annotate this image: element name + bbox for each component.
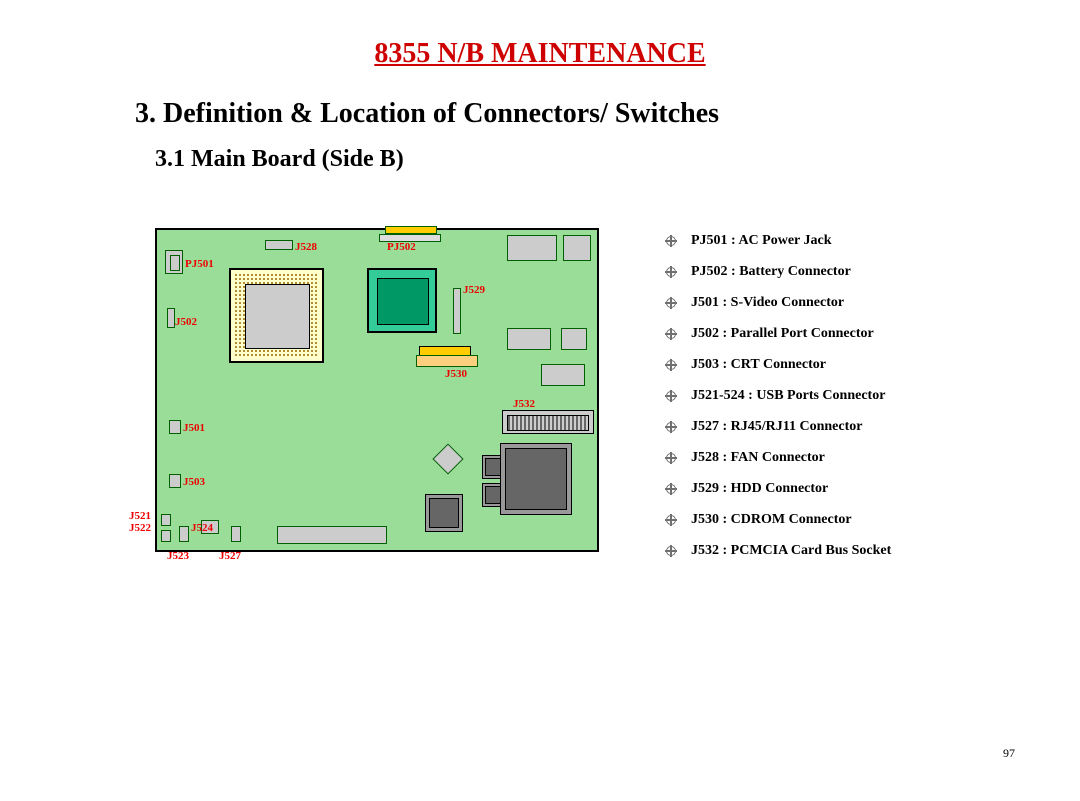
section-heading: 3. Definition & Location of Connectors/ …	[135, 98, 1080, 130]
legend-item: J529 : HDD Connector	[665, 481, 891, 497]
label-j502: J502	[175, 316, 197, 328]
legend-text: PJ501 : AC Power Jack	[691, 233, 832, 249]
component-rect	[277, 526, 387, 544]
chip-small	[485, 458, 503, 476]
legend-item: J502 : Parallel Port Connector	[665, 326, 891, 342]
bullet-icon	[665, 297, 677, 309]
board-diagram: PJ501 J528 PJ502 J529 J530 J532 J502 J50…	[135, 228, 605, 568]
component-rect	[507, 235, 557, 261]
legend-item: J528 : FAN Connector	[665, 450, 891, 466]
label-j529: J529	[463, 284, 485, 296]
main-board	[155, 228, 599, 552]
bullet-icon	[665, 545, 677, 557]
label-j532: J532	[513, 398, 535, 410]
label-j524: J524	[191, 522, 213, 534]
content-row: PJ501 J528 PJ502 J529 J530 J532 J502 J50…	[0, 228, 1080, 574]
bullet-icon	[665, 359, 677, 371]
label-j522: J522	[129, 522, 151, 534]
legend-item: J530 : CDROM Connector	[665, 512, 891, 528]
connector-j529	[453, 288, 461, 334]
label-j527: J527	[219, 550, 241, 562]
cpu-socket	[229, 268, 324, 363]
legend-item: PJ502 : Battery Connector	[665, 264, 891, 280]
legend-text: J502 : Parallel Port Connector	[691, 326, 874, 342]
legend-text: J503 : CRT Connector	[691, 357, 826, 373]
legend-item: PJ501 : AC Power Jack	[665, 233, 891, 249]
connector-j503	[169, 474, 181, 488]
page-title: 8355 N/B MAINTENANCE	[0, 38, 1080, 70]
label-j521: J521	[129, 510, 151, 522]
bullet-icon	[665, 390, 677, 402]
label-j523: J523	[167, 550, 189, 562]
legend-text: J532 : PCMCIA Card Bus Socket	[691, 543, 891, 559]
legend-text: J501 : S-Video Connector	[691, 295, 844, 311]
chip-green	[367, 268, 437, 333]
chip-large	[505, 448, 567, 510]
connector-j502	[167, 308, 175, 328]
label-j501: J501	[183, 422, 205, 434]
connector-pj502	[385, 226, 437, 234]
component-rect	[561, 328, 587, 350]
connector-j521	[161, 514, 171, 526]
bullet-icon	[665, 328, 677, 340]
legend-item: J503 : CRT Connector	[665, 357, 891, 373]
legend-text: J527 : RJ45/RJ11 Connector	[691, 419, 863, 435]
connector-pj501	[165, 250, 183, 274]
legend-item: J527 : RJ45/RJ11 Connector	[665, 419, 891, 435]
chip-mid	[429, 498, 459, 528]
connector-legend: PJ501 : AC Power Jack PJ502 : Battery Co…	[665, 233, 891, 574]
chip-small	[485, 486, 503, 504]
legend-text: PJ502 : Battery Connector	[691, 264, 851, 280]
legend-item: J521-524 : USB Ports Connector	[665, 388, 891, 404]
connector-j532	[502, 410, 594, 434]
label-j530: J530	[445, 368, 467, 380]
legend-item: J501 : S-Video Connector	[665, 295, 891, 311]
legend-text: J529 : HDD Connector	[691, 481, 828, 497]
label-j528: J528	[295, 241, 317, 253]
legend-text: J521-524 : USB Ports Connector	[691, 388, 885, 404]
bullet-icon	[665, 421, 677, 433]
label-pj502: PJ502	[387, 241, 416, 253]
connector-j523	[179, 526, 189, 542]
component-rect	[563, 235, 591, 261]
label-pj501: PJ501	[185, 258, 214, 270]
page-number: 97	[1003, 746, 1015, 761]
bullet-icon	[665, 514, 677, 526]
component-rect	[507, 328, 551, 350]
subsection-heading: 3.1 Main Board (Side B)	[155, 146, 1080, 173]
label-j503: J503	[183, 476, 205, 488]
bullet-icon	[665, 483, 677, 495]
legend-text: J530 : CDROM Connector	[691, 512, 852, 528]
connector-j530	[419, 346, 471, 356]
bullet-icon	[665, 235, 677, 247]
connector-j528	[265, 240, 293, 250]
connector-j527	[231, 526, 241, 542]
bullet-icon	[665, 266, 677, 278]
legend-text: J528 : FAN Connector	[691, 450, 825, 466]
connector-j501	[169, 420, 181, 434]
bullet-icon	[665, 452, 677, 464]
legend-item: J532 : PCMCIA Card Bus Socket	[665, 543, 891, 559]
component-rect	[541, 364, 585, 386]
connector-j522	[161, 530, 171, 542]
component-diamond	[432, 443, 463, 474]
